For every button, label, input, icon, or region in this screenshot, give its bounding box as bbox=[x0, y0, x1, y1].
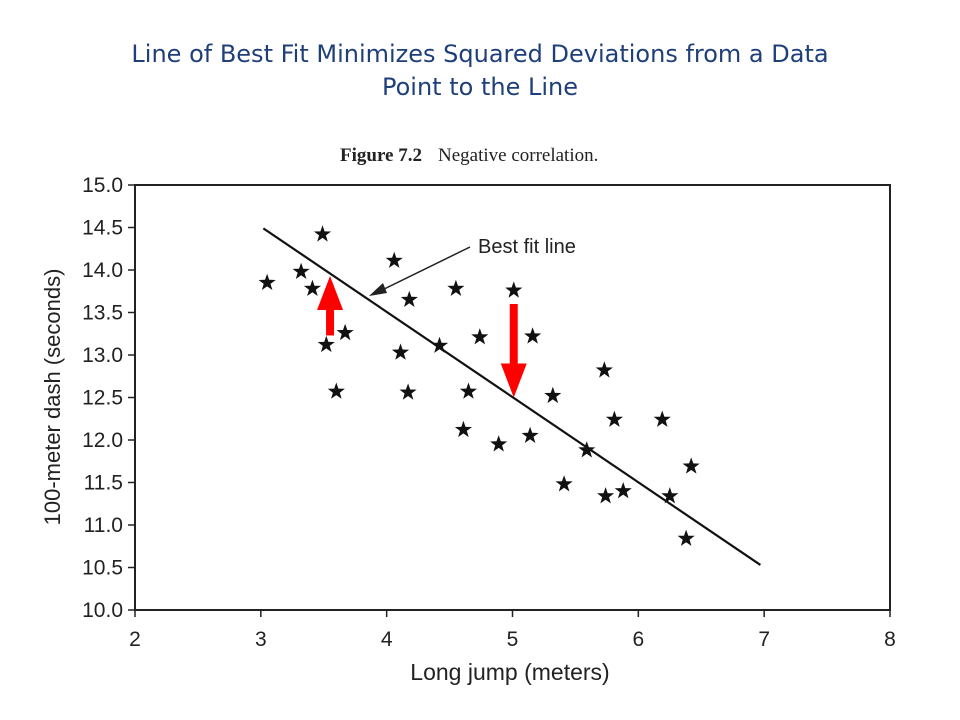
data-point-star bbox=[597, 487, 615, 504]
figure-caption: Figure 7.2 Negative correlation. bbox=[340, 145, 740, 167]
figure-number: Figure 7.2 bbox=[340, 145, 422, 166]
best-fit-annotation: Best fit line bbox=[369, 236, 576, 296]
data-point-star bbox=[505, 281, 523, 298]
y-tick-label: 15.0 bbox=[82, 174, 123, 197]
y-tick-label: 12.0 bbox=[82, 429, 123, 452]
x-tick-label: 4 bbox=[381, 628, 393, 651]
data-point-star bbox=[524, 327, 542, 344]
data-point-star bbox=[317, 335, 335, 353]
data-point-star bbox=[578, 441, 596, 458]
deviation-arrow-head bbox=[317, 275, 344, 310]
x-tick-label: 3 bbox=[255, 628, 267, 651]
annotation-arrowhead bbox=[369, 283, 387, 296]
slide-title-line2: Point to the Line bbox=[382, 73, 578, 101]
y-tick-label: 14.0 bbox=[82, 259, 123, 282]
x-tick-labels: 2 3 4 5 6 7 8 bbox=[129, 628, 896, 651]
annotation-pointer-line bbox=[375, 246, 471, 294]
data-point-star bbox=[336, 323, 354, 341]
y-tick-label: 13.5 bbox=[82, 302, 123, 325]
y-tick-labels: 10.0 10.5 11.0 11.5 12.0 12.5 13.0 13.5 14.0 14.5… bbox=[82, 174, 123, 622]
data-points bbox=[258, 225, 700, 546]
axis-ticks bbox=[128, 184, 891, 617]
deviation-arrow-shaft bbox=[326, 309, 335, 336]
best-fit-line bbox=[262, 227, 762, 566]
data-point-star bbox=[555, 475, 573, 492]
data-point-star bbox=[653, 410, 671, 427]
deviation-arrow-head bbox=[500, 363, 527, 398]
deviation-arrow-shaft bbox=[509, 304, 518, 364]
data-point-star bbox=[454, 420, 472, 438]
data-point-star bbox=[661, 487, 679, 504]
best-fit-annotation-label: Best fit line bbox=[478, 236, 576, 258]
data-point-star bbox=[605, 410, 623, 427]
x-tick-label: 7 bbox=[758, 628, 770, 651]
data-point-star bbox=[431, 336, 449, 353]
x-tick-label: 8 bbox=[884, 628, 896, 651]
y-tick-label: 14.5 bbox=[82, 217, 123, 240]
data-point-star bbox=[292, 262, 310, 279]
data-point-star bbox=[677, 529, 695, 546]
x-tick-label: 6 bbox=[632, 628, 644, 651]
data-point-star bbox=[682, 457, 700, 474]
data-point-star bbox=[313, 225, 332, 242]
data-point-star bbox=[521, 426, 539, 443]
y-axis-label: 100-meter dash (seconds) bbox=[40, 269, 65, 526]
data-point-star bbox=[595, 361, 613, 378]
data-point-star bbox=[399, 383, 417, 400]
figure-caption-text: Negative correlation. bbox=[437, 145, 599, 166]
y-tick-label: 12.5 bbox=[82, 387, 123, 410]
data-point-star bbox=[327, 382, 345, 399]
y-tick-label: 10.5 bbox=[82, 557, 123, 580]
y-tick-label: 11.0 bbox=[84, 514, 123, 537]
x-tick-label: 2 bbox=[129, 628, 141, 651]
data-point-star bbox=[614, 482, 632, 499]
slide-title-line1: Line of Best Fit Minimizes Squared Devia… bbox=[131, 40, 829, 68]
y-tick-label: 13.0 bbox=[82, 344, 123, 367]
data-point-star bbox=[391, 343, 410, 360]
x-axis-label: Long jump (meters) bbox=[410, 659, 609, 685]
data-point-star bbox=[258, 273, 276, 290]
slide-title: Line of Best Fit Minimizes Squared Devia… bbox=[80, 38, 880, 104]
x-tick-label: 5 bbox=[507, 628, 519, 651]
data-point-star bbox=[471, 328, 489, 345]
data-point-star bbox=[447, 279, 465, 296]
data-point-star bbox=[400, 290, 418, 307]
y-tick-label: 10.0 bbox=[82, 599, 123, 622]
deviation-arrows bbox=[317, 275, 527, 398]
data-point-star bbox=[490, 435, 508, 452]
data-point-star bbox=[303, 279, 321, 296]
data-point-star bbox=[544, 386, 562, 404]
data-point-star bbox=[385, 251, 403, 268]
y-tick-label: 11.5 bbox=[84, 472, 123, 495]
data-point-star bbox=[459, 382, 477, 399]
